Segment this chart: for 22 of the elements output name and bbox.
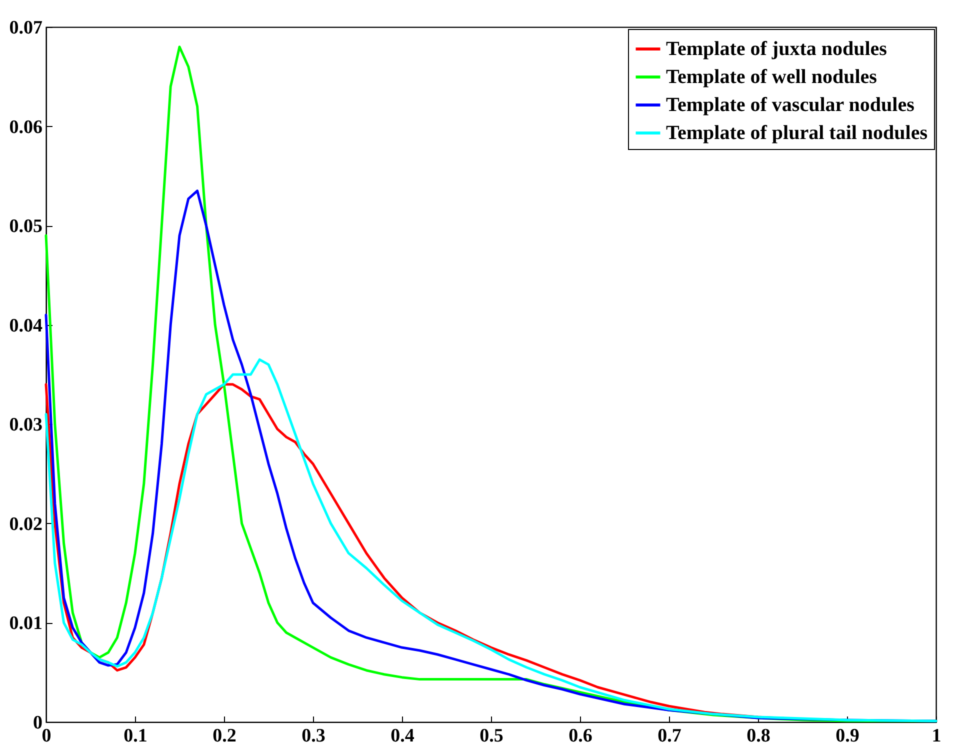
y-tick-label: 0.02	[9, 514, 42, 535]
x-tick-label: 0.7	[658, 726, 682, 746]
x-tick-label: 0.8	[746, 726, 770, 746]
legend-label: Template of vascular nodules	[666, 94, 915, 116]
y-tick-label: 0.05	[9, 216, 42, 238]
y-tick-label: 0.07	[9, 18, 43, 38]
y-tick-label: 0.06	[9, 116, 42, 138]
x-tick-label: 0.6	[568, 726, 592, 746]
legend-label: Template of well nodules	[666, 66, 878, 88]
x-tick-label: 0.5	[480, 726, 504, 746]
legend-label: Template of plural tail nodules	[666, 122, 928, 144]
x-tick-label: 0.3	[302, 726, 326, 746]
y-tick-label: 0	[33, 712, 42, 734]
x-tick-label: 0.4	[390, 726, 415, 746]
y-tick-label: 0.03	[9, 414, 42, 436]
y-tick-label: 0.04	[9, 315, 43, 336]
legend-label: Template of juxta nodules	[666, 38, 888, 60]
x-tick-label: 0.1	[124, 726, 148, 746]
x-tick-label: 0.9	[836, 726, 860, 746]
x-tick-label: 0.2	[212, 726, 236, 746]
x-tick-label: 1	[932, 726, 942, 746]
y-tick-label: 0.01	[9, 613, 42, 634]
